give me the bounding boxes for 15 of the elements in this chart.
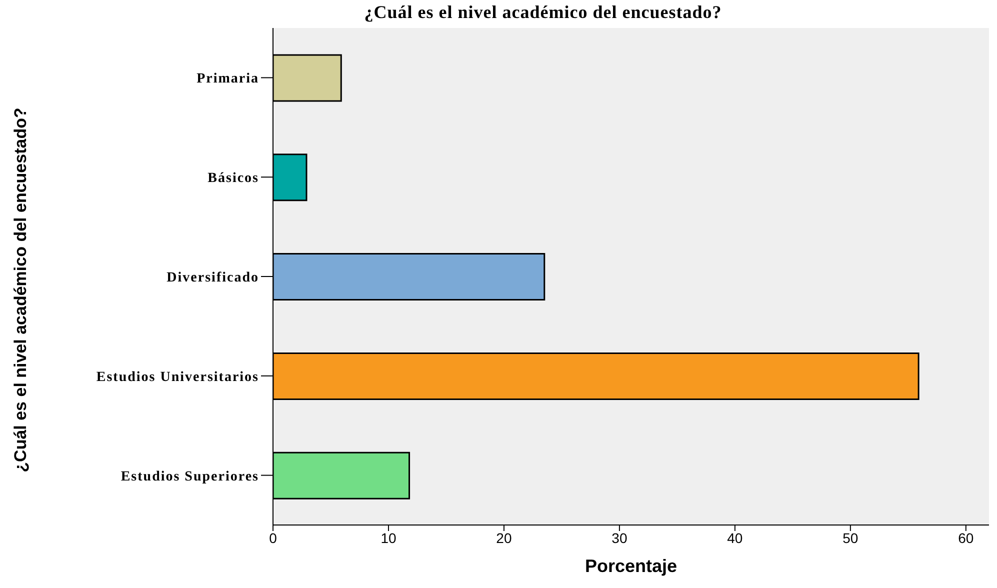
chart-title: ¿Cuál es el nivel académico del encuestado? bbox=[363, 2, 723, 23]
y-tick-label: Primaria bbox=[196, 72, 259, 87]
y-tick-label: Estudios Superiores bbox=[120, 469, 259, 484]
x-tick-label: 40 bbox=[727, 530, 743, 546]
y-tick-label: Diversificado bbox=[166, 270, 259, 286]
x-tick-label: 10 bbox=[380, 530, 396, 546]
y-tick-label: Básicos bbox=[208, 171, 259, 186]
y-axis-title: ¿Cuál es el nivel académico del encuestado? bbox=[10, 106, 31, 474]
x-tick-label: 50 bbox=[842, 530, 858, 546]
x-axis-title: Porcentaje bbox=[584, 556, 678, 576]
x-tick-label: 20 bbox=[496, 530, 512, 546]
x-tick-label: 0 bbox=[269, 530, 278, 546]
x-tick-label: 30 bbox=[612, 530, 628, 546]
x-tick-label: 60 bbox=[958, 530, 974, 546]
y-tick-label: Estudios Universitarios bbox=[96, 370, 259, 385]
